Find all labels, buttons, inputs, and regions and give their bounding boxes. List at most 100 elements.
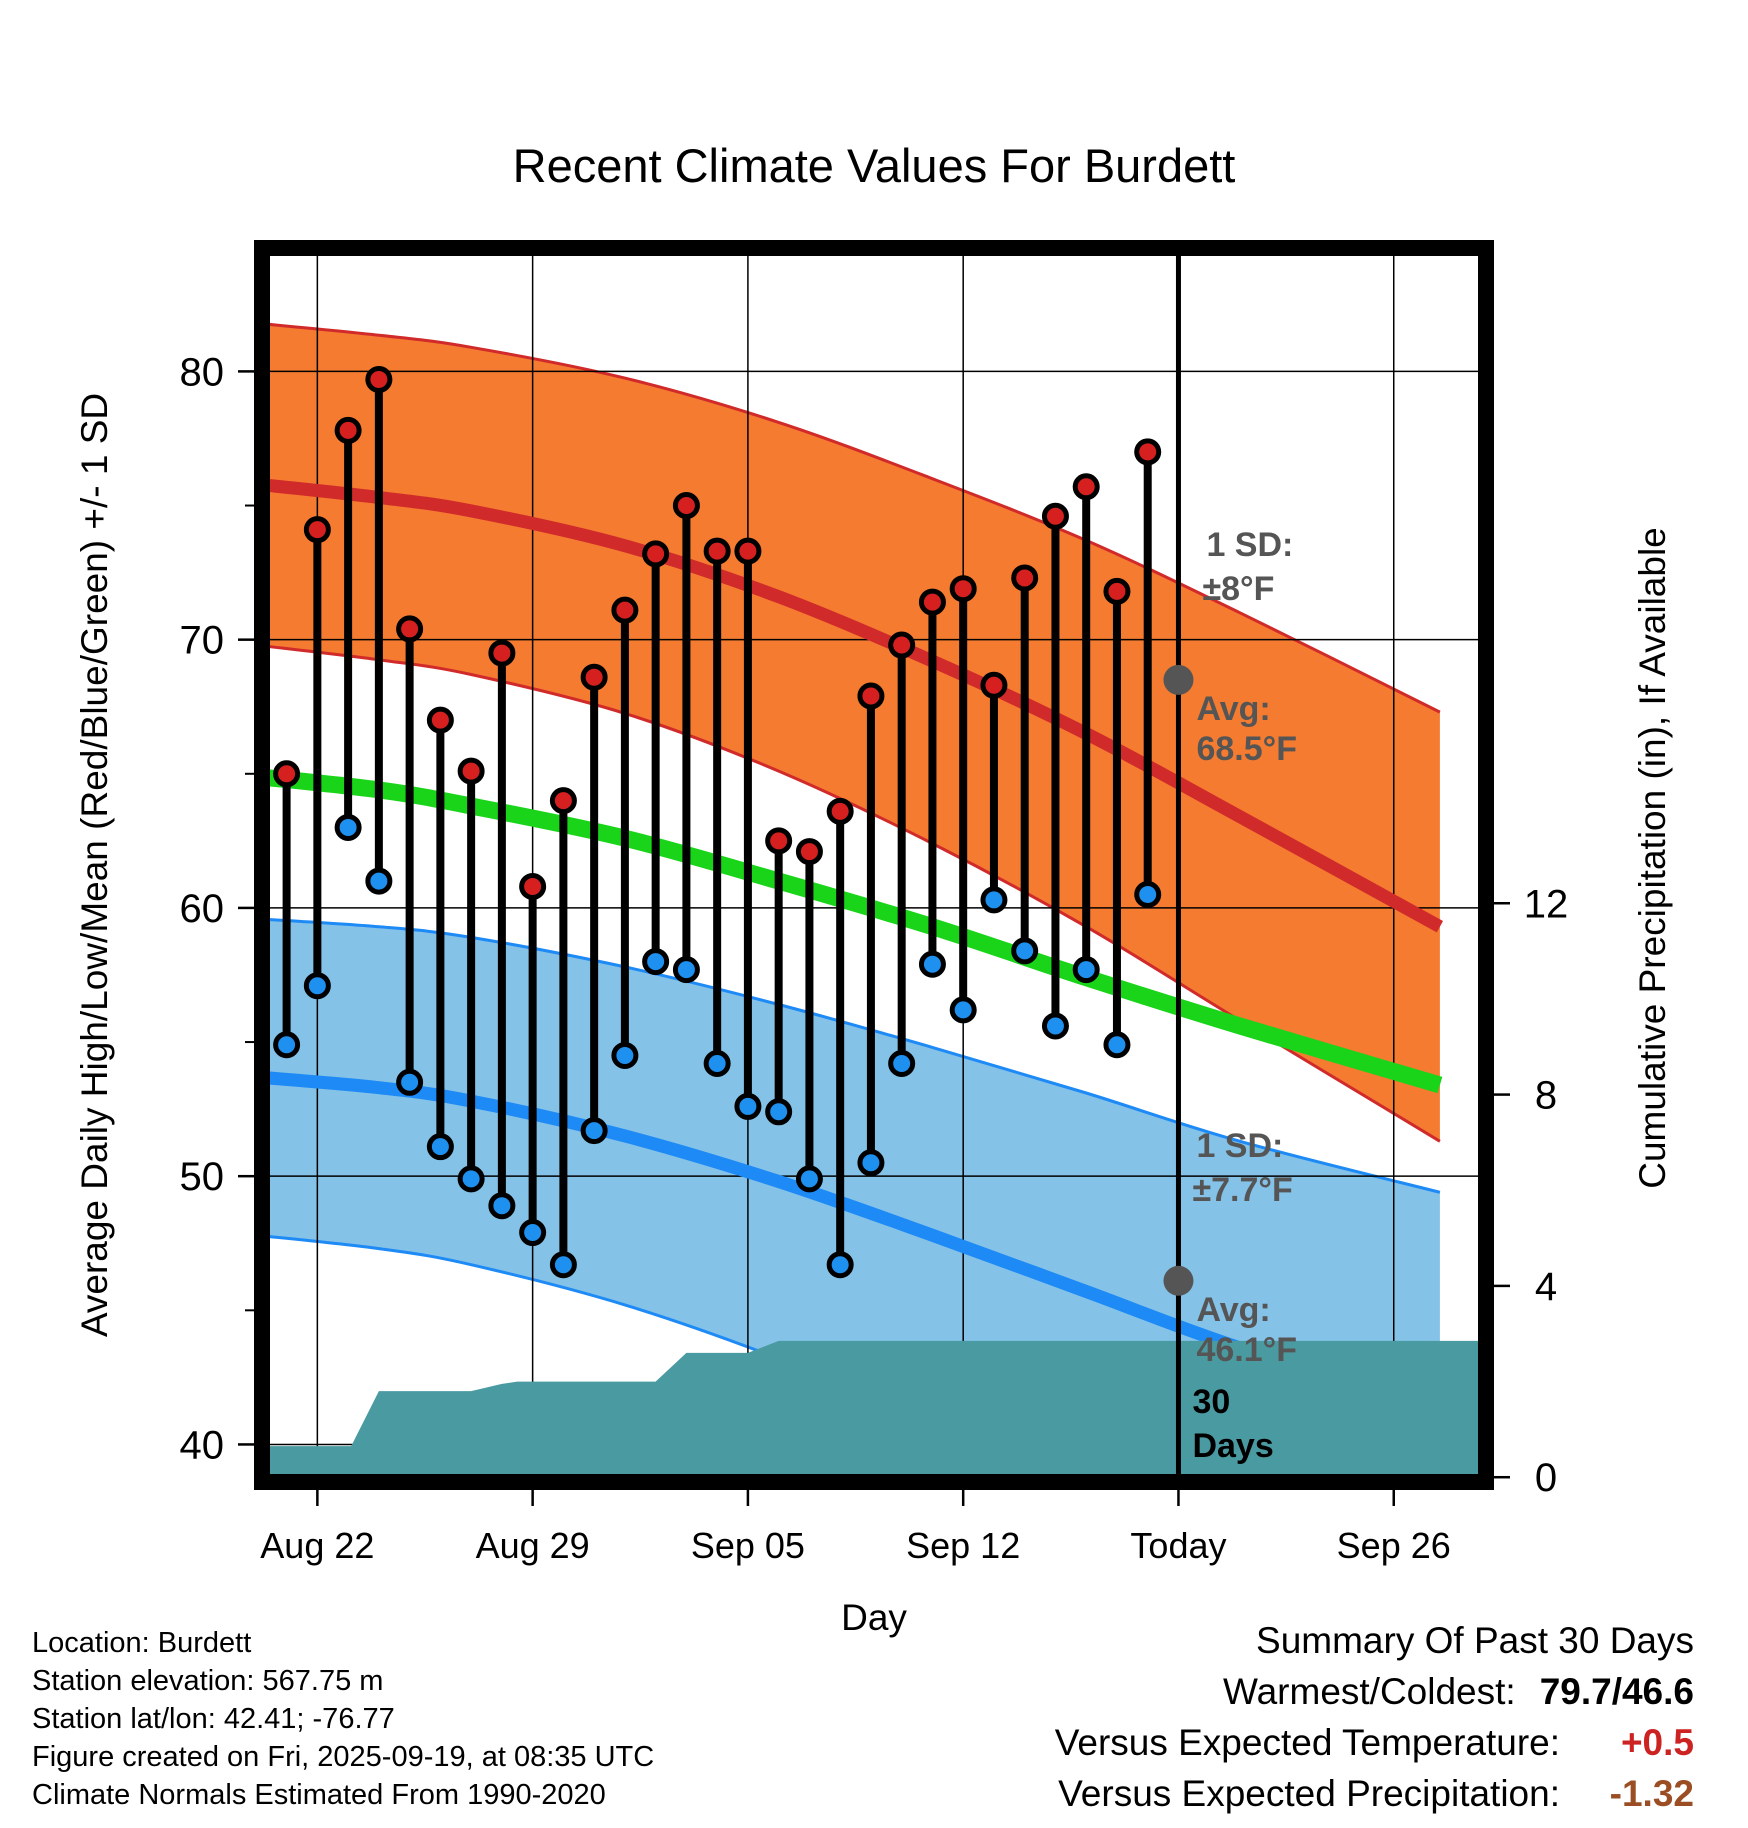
daily-low-point <box>734 1092 762 1120</box>
daily-low-point <box>1072 956 1100 984</box>
high-avg-label: Avg: <box>1196 690 1270 728</box>
daily-high-point <box>765 827 793 855</box>
daily-high-point <box>457 757 485 785</box>
high-sd-label: 1 SD: <box>1206 526 1293 564</box>
y2-tick-label: 4 <box>1535 1265 1557 1309</box>
x-tick-label: Today <box>1130 1525 1226 1566</box>
plot-frame <box>254 240 1494 1490</box>
y-axis-label: Average Daily High/Low/Mean (Red/Blue/Gr… <box>74 393 115 1337</box>
figure-created: Figure created on Fri, 2025-09-19, at 08… <box>32 1741 655 1773</box>
y-tick-label: 40 <box>180 1423 225 1467</box>
cumulative-precip-area <box>262 1340 1486 1482</box>
station-info: Location: Burdett Station elevation: 567… <box>32 1624 654 1814</box>
low-sd-value: ±7.7°F <box>1192 1171 1292 1209</box>
daily-high-point <box>611 596 639 624</box>
station-latlon: Station lat/lon: 42.41; -76.77 <box>32 1703 395 1735</box>
y2-tick-label: 12 <box>1524 882 1569 926</box>
daily-low-point <box>949 996 977 1024</box>
daily-high-point <box>642 540 670 568</box>
normal-high-line <box>262 478 1444 933</box>
y2-axis-label: Cumulative Precipitation (in), If Availa… <box>1632 527 1673 1189</box>
daily-high-point <box>396 615 424 643</box>
daily-high-point <box>826 797 854 825</box>
station-location: Location: Burdett <box>32 1627 252 1659</box>
temp-label: Versus Expected Temperature: <box>1054 1722 1560 1763</box>
window-days-word: Days <box>1192 1427 1273 1465</box>
normal-mean-line <box>262 768 1443 1094</box>
precip-label: Versus Expected Precipitation: <box>1058 1773 1560 1814</box>
daily-low-point <box>519 1219 547 1247</box>
low-avg-value: 46.1°F <box>1196 1331 1297 1369</box>
daily-low-point <box>1041 1012 1069 1040</box>
daily-low-point <box>642 948 670 976</box>
y-tick-label: 80 <box>180 350 225 394</box>
daily-high-point <box>488 639 516 667</box>
daily-high-point <box>857 682 885 710</box>
high-sd-lower-edge <box>262 644 1441 1143</box>
daily-high-point <box>549 787 577 815</box>
low-avg-marker <box>1163 1265 1194 1296</box>
daily-high-point <box>273 760 301 788</box>
summary-warm-cold: Warmest/Coldest: 79.7/46.6 <box>1055 1666 1694 1717</box>
plot-area <box>262 248 1486 1482</box>
daily-high-point <box>426 706 454 734</box>
summary-panel: Summary Of Past 30 Days Warmest/Coldest:… <box>1055 1615 1694 1819</box>
x-tick-label: Aug 29 <box>476 1525 590 1566</box>
window-days-number: 30 <box>1192 1383 1230 1421</box>
summary-temp: Versus Expected Temperature: +0.5 <box>1055 1717 1694 1768</box>
daily-high-point <box>949 575 977 603</box>
high-avg-value: 68.5°F <box>1196 730 1297 768</box>
daily-low-point <box>1103 1031 1131 1059</box>
daily-low-point <box>857 1149 885 1177</box>
x-axis-label: Day <box>841 1597 907 1638</box>
daily-low-point <box>918 950 946 978</box>
daily-low-point <box>426 1133 454 1161</box>
daily-high-point <box>888 631 916 659</box>
daily-low-point <box>365 867 393 895</box>
high-sd-value: ±8°F <box>1202 570 1274 608</box>
daily-low-point <box>980 886 1008 914</box>
y-tick-label: 70 <box>180 619 225 663</box>
daily-low-point <box>396 1068 424 1096</box>
daily-high-point <box>1011 564 1039 592</box>
y2-tick-label: 8 <box>1535 1074 1557 1118</box>
x-tick-label: Sep 05 <box>691 1525 805 1566</box>
daily-high-point <box>303 516 331 544</box>
daily-high-point <box>918 588 946 616</box>
daily-high-point <box>519 872 547 900</box>
daily-high-point <box>734 537 762 565</box>
daily-low-point <box>826 1251 854 1279</box>
daily-low-point <box>795 1165 823 1193</box>
low-sd-upper-edge <box>262 917 1441 1194</box>
precip-value: -1.32 <box>1609 1773 1694 1814</box>
low-sd-label: 1 SD: <box>1196 1127 1283 1165</box>
daily-low-point <box>888 1050 916 1078</box>
daily-high-point <box>1041 502 1069 530</box>
x-tick-label: Sep 26 <box>1337 1525 1451 1566</box>
daily-low-point <box>611 1041 639 1069</box>
daily-low-point <box>1011 937 1039 965</box>
warm-cold-value: 79.7/46.6 <box>1539 1671 1694 1712</box>
daily-high-point <box>703 537 731 565</box>
station-elevation: Station elevation: 567.75 m <box>32 1665 384 1697</box>
daily-low-point <box>672 956 700 984</box>
high-avg-marker <box>1163 664 1194 695</box>
daily-high-point <box>1103 577 1131 605</box>
x-tick-label: Aug 22 <box>260 1525 374 1566</box>
daily-low-point <box>549 1251 577 1279</box>
daily-low-point <box>457 1165 485 1193</box>
daily-low-point <box>765 1098 793 1126</box>
daily-low-point <box>488 1192 516 1220</box>
daily-low-point <box>1134 881 1162 909</box>
temp-value: +0.5 <box>1620 1722 1694 1763</box>
chart-title: Recent Climate Values For Burdett <box>513 139 1236 192</box>
daily-high-point <box>672 492 700 520</box>
daily-high-point <box>334 416 362 444</box>
low-avg-label: Avg: <box>1196 1291 1270 1329</box>
y-tick-label: 60 <box>180 887 225 931</box>
summary-title: Summary Of Past 30 Days <box>1256 1620 1694 1661</box>
y2-tick-label: 0 <box>1535 1456 1557 1500</box>
daily-low-point <box>580 1117 608 1145</box>
daily-high-point <box>1134 438 1162 466</box>
